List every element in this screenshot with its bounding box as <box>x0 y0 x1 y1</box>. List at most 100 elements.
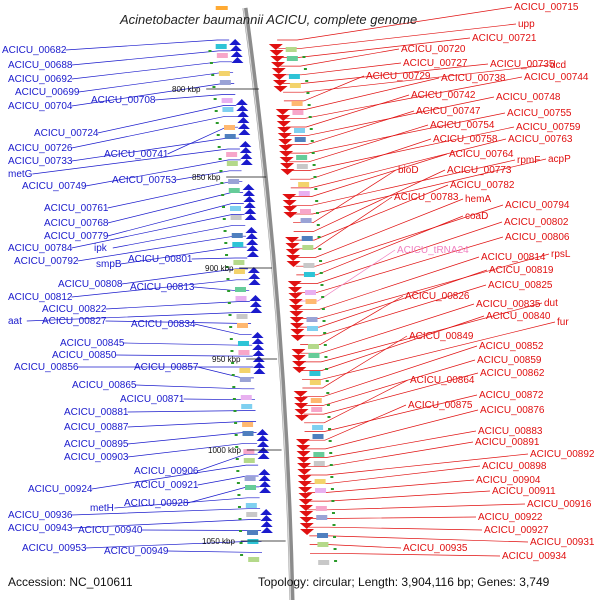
forward-cog-block <box>237 323 249 328</box>
gc-marker <box>316 224 320 226</box>
right-leader-line <box>301 321 556 380</box>
gc-marker <box>318 248 322 250</box>
gc-marker <box>317 236 321 238</box>
backbone-highlight <box>242 7 292 600</box>
forward-gene-arrow <box>229 45 242 51</box>
gc-marker <box>331 500 335 502</box>
forward-gene-label: ACICU_00865 <box>72 380 137 391</box>
forward-gene-arrow <box>258 469 271 475</box>
forward-gene-label: ACICU_00813 <box>130 282 195 293</box>
reverse-gene-arrow <box>295 439 310 445</box>
gc-marker <box>324 356 328 358</box>
forward-cog-block <box>245 503 257 508</box>
reverse-gene-label: ACICU_00782 <box>450 180 515 191</box>
gc-marker <box>322 320 326 322</box>
reverse-cog-block <box>317 542 329 547</box>
reverse-cog-block <box>296 164 308 169</box>
reverse-cog-block <box>317 533 329 538</box>
reverse-gene-label: ACICU_00916 <box>527 499 592 510</box>
gc-marker <box>212 86 216 88</box>
right-leader-line <box>293 169 397 224</box>
reverse-cog-block <box>299 209 311 214</box>
reverse-gene-arrow <box>268 44 283 50</box>
forward-cog-block <box>236 314 248 319</box>
left-leader-line <box>127 442 258 458</box>
gc-marker <box>213 98 217 100</box>
forward-gene-label: ACICU_00749 <box>22 181 87 192</box>
reverse-gene-label: fur <box>557 317 569 328</box>
reverse-cog-block <box>304 290 316 295</box>
gc-marker <box>209 62 213 64</box>
reverse-gene-label: ACICU_00849 <box>409 331 474 342</box>
gc-marker <box>215 122 219 124</box>
reverse-gene-arrow <box>289 317 304 323</box>
gc-marker <box>326 404 330 406</box>
left-leader-line <box>127 410 256 413</box>
forward-gene-label: ACICU_00688 <box>8 60 73 71</box>
reverse-gene-arrow <box>271 62 286 68</box>
reverse-gene-label: ACICU_00859 <box>477 355 542 366</box>
forward-gene-label: ACICU_00699 <box>15 87 80 98</box>
gc-marker <box>218 158 222 160</box>
forward-gene-arrow <box>249 295 262 301</box>
reverse-gene-label: ACICU_00759 <box>516 122 581 133</box>
forward-gene-label: ACICU_00827 <box>42 316 107 327</box>
gc-marker <box>237 506 241 508</box>
reverse-gene-arrow <box>269 50 284 56</box>
forward-gene-arrow <box>238 129 251 135</box>
right-leader-line <box>290 138 432 180</box>
gc-marker <box>238 518 242 520</box>
right-leader-line <box>286 96 495 137</box>
reverse-cog-block <box>291 101 303 106</box>
left-leader-line <box>167 550 262 553</box>
reverse-gene-arrow <box>294 415 309 421</box>
forward-gene-label: ACICU_00784 <box>8 243 73 254</box>
reverse-gene-arrow <box>273 86 288 92</box>
forward-cog-block <box>232 242 244 247</box>
right-leader-line <box>296 221 503 284</box>
reverse-gene-label: hemA <box>465 194 491 205</box>
reverse-gene-arrow <box>294 409 309 415</box>
gc-marker <box>332 524 336 526</box>
forward-gene-label: ACICU_00857 <box>134 362 199 373</box>
reverse-gene-arrow <box>282 194 297 200</box>
gc-marker <box>314 188 318 190</box>
forward-gene-label: ACICU_00887 <box>64 422 129 433</box>
forward-gene-arrow <box>242 190 255 196</box>
forward-cog-block <box>241 404 253 409</box>
right-leader-line <box>282 63 489 84</box>
gc-marker <box>236 482 240 484</box>
reverse-cog-block <box>307 344 319 349</box>
right-leader-line <box>297 249 396 302</box>
forward-gene-label: ACICU_00936 <box>8 510 73 521</box>
gc-marker <box>228 314 232 316</box>
forward-cog-block <box>226 161 238 166</box>
reverse-cog-block <box>303 272 315 277</box>
reverse-gene-arrow <box>298 487 313 493</box>
forward-gene-arrow <box>252 350 265 356</box>
reverse-gene-arrow <box>298 499 313 505</box>
forward-cog-block <box>239 368 251 373</box>
gc-marker <box>328 440 332 442</box>
forward-gene-label: ACICU_00845 <box>60 338 125 349</box>
reverse-cog-block <box>312 425 324 430</box>
right-leader-line <box>294 184 449 241</box>
reverse-gene-label: ACICU_00862 <box>480 368 545 379</box>
forward-gene-label: ACICU_00761 <box>44 203 109 214</box>
accession-text: Accession: NC_010611 <box>8 575 133 589</box>
gc-marker <box>309 128 313 130</box>
gc-marker <box>329 464 333 466</box>
right-leader-line <box>285 76 523 119</box>
reverse-cog-block <box>309 371 321 376</box>
reverse-gene-arrow <box>291 349 306 355</box>
forward-gene-label: metG <box>8 169 33 180</box>
reverse-gene-arrow <box>270 56 285 62</box>
right-leader-line <box>287 110 415 145</box>
gc-marker <box>315 200 319 202</box>
forward-gene-label: ipk <box>94 243 108 254</box>
reverse-gene-arrow <box>292 361 307 367</box>
gc-marker <box>236 470 240 472</box>
gc-marker <box>325 380 329 382</box>
forward-gene-label: ACICU_00924 <box>28 484 93 495</box>
forward-gene-arrow <box>239 141 252 147</box>
